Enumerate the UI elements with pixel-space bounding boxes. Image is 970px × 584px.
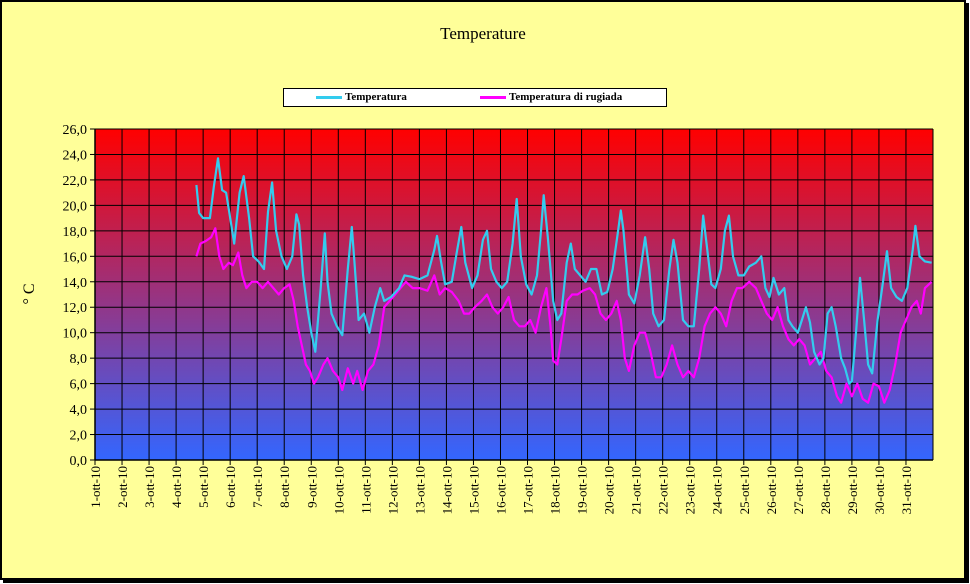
x-tick-label: 6-ott-10 <box>223 466 238 508</box>
y-tick-label: 24,0 <box>63 148 88 163</box>
x-tick-label: 30-ott-10 <box>872 466 887 514</box>
x-tick-label: 17-ott-10 <box>521 466 536 514</box>
x-tick-label: 31-ott-10 <box>899 466 914 514</box>
chart-svg: ° C 0,0 2,0 4,0 6,0 8,0 10,0 12,0 14,0 16,0 18,0 2… <box>21 123 934 514</box>
x-tick-label: 4-ott-10 <box>169 466 184 508</box>
x-tick-label: 12-ott-10 <box>385 466 400 514</box>
legend-item-rugiada: Temperatura di rugiada <box>480 91 622 103</box>
series-line-temperatura-di-rugiada <box>195 227 933 404</box>
x-tick-label: 13-ott-10 <box>412 466 427 514</box>
x-tick-label: 16-ott-10 <box>493 466 508 514</box>
legend-label-temperatura: Temperatura <box>345 91 407 103</box>
y-tick-label: 18,0 <box>63 225 88 240</box>
y-tick-label: 0,0 <box>70 454 88 469</box>
x-tick-label: 10-ott-10 <box>331 466 346 514</box>
y-axis-title: ° C <box>21 283 38 304</box>
x-tick-label: 8-ott-10 <box>277 466 292 508</box>
y-tick-label: 2,0 <box>70 429 88 444</box>
x-tick-label: 7-ott-10 <box>250 466 265 508</box>
y-tick-label: 10,0 <box>63 327 88 342</box>
series-line-temperatura <box>195 157 932 385</box>
x-tick-label: 20-ott-10 <box>602 466 617 514</box>
x-tick-label: 22-ott-10 <box>656 466 671 514</box>
x-tick-label: 14-ott-10 <box>439 466 454 514</box>
y-tick-label: 14,0 <box>63 276 88 291</box>
x-tick-label: 1-ott-10 <box>88 466 103 508</box>
legend-swatch-rugiada <box>480 95 506 99</box>
x-tick-label: 26-ott-10 <box>764 466 779 514</box>
y-tick-label: 22,0 <box>63 174 88 189</box>
x-tick-label: 27-ott-10 <box>791 466 806 514</box>
chart-title: Temperature <box>440 24 526 43</box>
y-tick-label: 8,0 <box>70 352 88 367</box>
y-tick-label: 16,0 <box>63 250 88 265</box>
y-tick-label: 4,0 <box>70 403 88 418</box>
x-tick-label: 5-ott-10 <box>196 466 211 508</box>
plot-area <box>95 129 933 460</box>
x-tick-label: 2-ott-10 <box>115 466 130 508</box>
x-tick-label: 23-ott-10 <box>683 466 698 514</box>
x-tick-label: 18-ott-10 <box>548 466 563 514</box>
legend-item-temperatura: Temperatura <box>316 91 407 103</box>
legend: Temperatura Temperatura di rugiada <box>283 88 667 107</box>
x-tick-label: 24-ott-10 <box>710 466 725 514</box>
legend-swatch-temperatura <box>316 95 342 99</box>
x-tick-label: 21-ott-10 <box>629 466 644 514</box>
y-tick-label: 6,0 <box>70 378 88 393</box>
y-tick-label: 26,0 <box>63 123 88 138</box>
x-tick-label: 11-ott-10 <box>358 466 373 514</box>
x-tick-label: 19-ott-10 <box>575 466 590 514</box>
x-tick-label: 29-ott-10 <box>845 466 860 514</box>
y-tick-label: 20,0 <box>63 199 88 214</box>
x-tick-label: 25-ott-10 <box>737 466 752 514</box>
x-tick-label: 28-ott-10 <box>818 466 833 514</box>
y-tick-label: 12,0 <box>63 301 88 316</box>
x-tick-label: 9-ott-10 <box>304 466 319 508</box>
x-tick-label: 15-ott-10 <box>466 466 481 514</box>
x-tick-label: 3-ott-10 <box>142 466 157 508</box>
legend-label-rugiada: Temperatura di rugiada <box>509 91 623 103</box>
